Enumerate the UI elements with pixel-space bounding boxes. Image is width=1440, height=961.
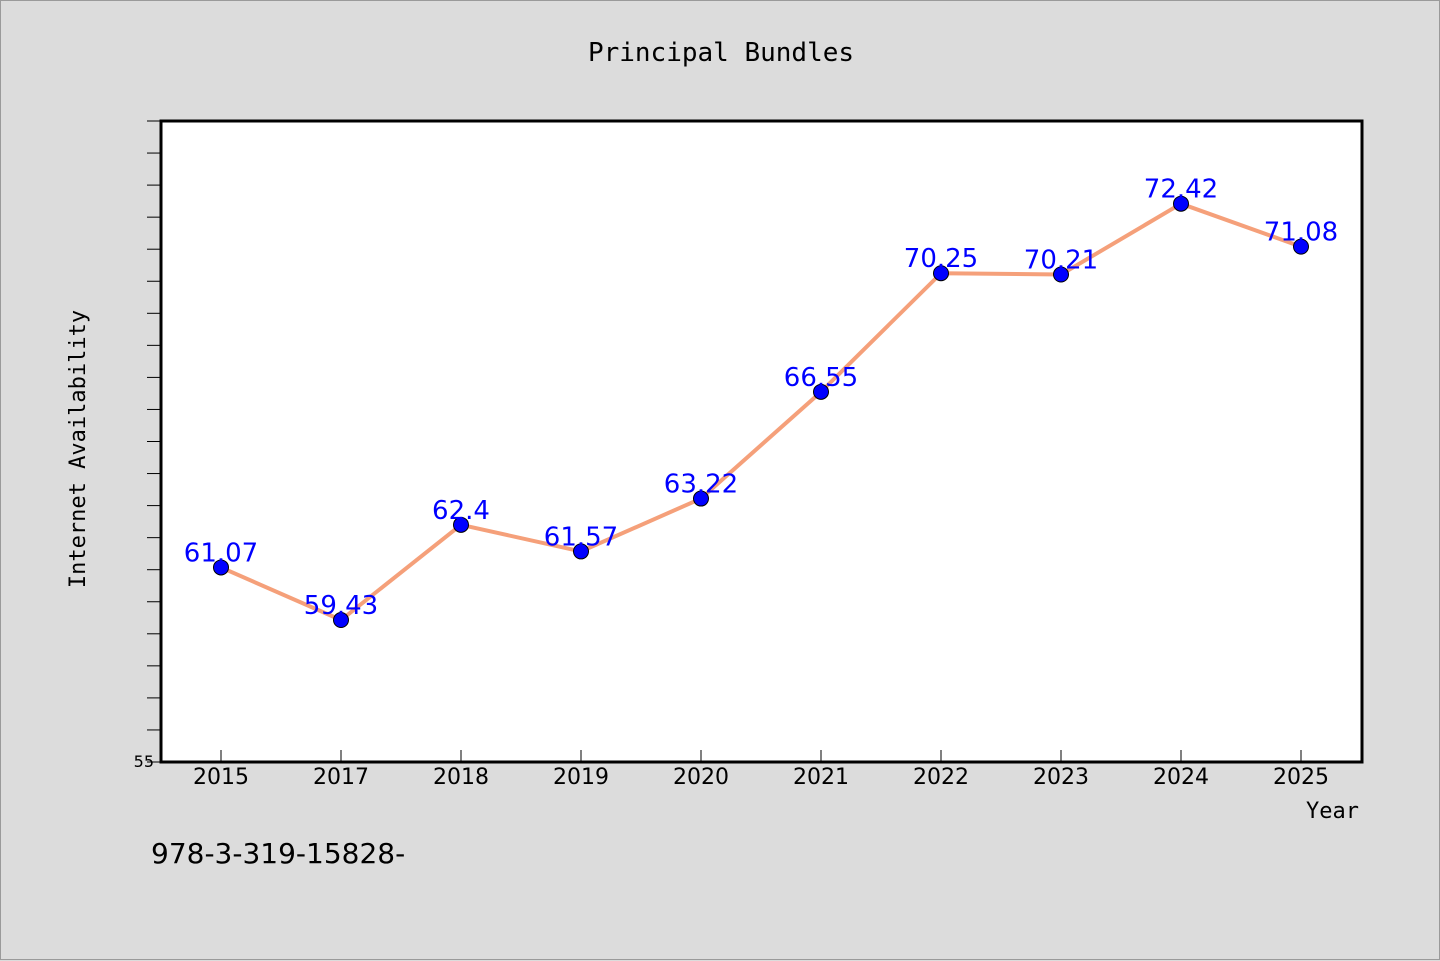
x-tick-label: 2025	[1273, 765, 1329, 790]
data-label: 70.21	[1024, 246, 1098, 276]
data-label: 61.57	[544, 522, 618, 552]
data-label: 66.55	[784, 363, 858, 393]
data-point	[813, 383, 829, 400]
data-point	[333, 612, 349, 629]
x-tick-label: 2019	[553, 765, 609, 790]
data-label: 72.42	[1144, 175, 1218, 205]
series-line	[219, 201, 1303, 623]
data-point	[1293, 238, 1309, 255]
x-tick-label: 2022	[913, 765, 969, 790]
data-point	[453, 516, 469, 533]
x-tick-label: 2023	[1033, 765, 1089, 790]
data-point	[573, 543, 589, 560]
x-tick-label: 2015	[193, 765, 249, 790]
series-line-group: 61.07 59.43 62.4 61.57 63.22 66.55 70.25 70.21 7…	[184, 175, 1338, 629]
x-tick-label: 2024	[1153, 765, 1209, 790]
data-label: 59.43	[304, 591, 378, 621]
x-axis-label: Year	[1306, 799, 1359, 824]
data-label: 62.4	[432, 496, 490, 526]
x-ticks: 2015 2017 2018 2019 2020 2021 2022 2023 2024 2025	[193, 750, 1329, 790]
data-label: 63.22	[664, 470, 738, 500]
plot-area	[159, 119, 1364, 764]
y-axis-label: Internet Availability	[66, 310, 91, 588]
data-point	[1173, 195, 1189, 212]
chart-title: Principal Bundles	[588, 38, 854, 68]
data-label: 71.08	[1264, 218, 1338, 248]
y-tick-label: 55	[134, 752, 154, 771]
data-point	[213, 559, 229, 576]
x-tick-label: 2018	[433, 765, 489, 790]
x-tick-label: 2021	[793, 765, 849, 790]
y-ticks	[147, 120, 161, 763]
x-tick-label: 2017	[313, 765, 369, 790]
data-point	[933, 265, 949, 282]
data-label: 61.07	[184, 538, 258, 568]
data-point	[693, 490, 709, 507]
x-tick-label: 2020	[673, 765, 729, 790]
data-point	[1053, 266, 1069, 283]
footer-text: 978-3-319-15828-	[151, 837, 405, 870]
data-label: 70.25	[904, 244, 978, 274]
